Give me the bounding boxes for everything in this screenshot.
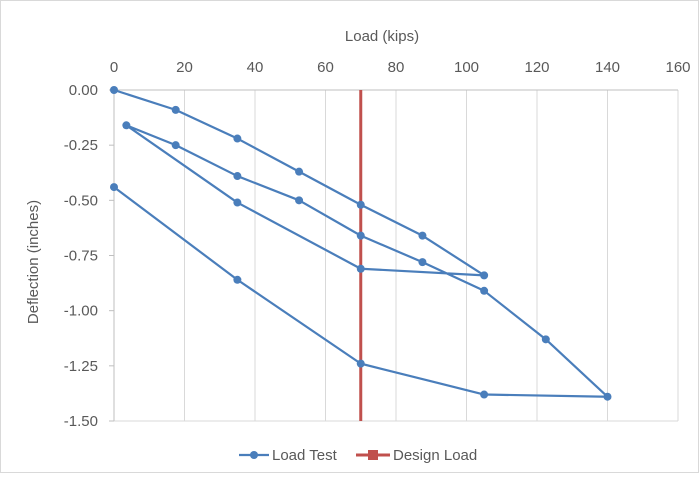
load-test-point	[295, 167, 304, 176]
load-test-point	[356, 231, 365, 240]
load-test-point	[356, 264, 365, 273]
load-test-point	[603, 392, 612, 401]
legend-load-test-label: Load Test	[272, 447, 338, 464]
load-test-point	[233, 172, 242, 181]
legend-design-load-marker	[368, 450, 378, 460]
x-tick-label: 140	[595, 59, 620, 76]
load-test-point	[122, 121, 131, 130]
x-tick-label: 120	[524, 59, 549, 76]
legend-load-test-marker	[250, 451, 258, 459]
x-tick-label: 80	[388, 59, 405, 76]
series-layer	[110, 86, 612, 421]
load-test-line	[113, 88, 609, 398]
load-test-point	[418, 231, 427, 240]
load-test-point	[110, 183, 118, 192]
load-test-point	[356, 200, 365, 209]
x-axis-title: Load (kips)	[345, 28, 419, 45]
x-tick-label: 0	[110, 59, 118, 76]
load-test-point	[480, 390, 489, 399]
load-test-point	[233, 134, 242, 143]
x-tick-label: 160	[665, 59, 690, 76]
y-tick-label: -1.50	[64, 413, 98, 430]
load-test-point	[418, 258, 427, 267]
x-tick-label: 100	[454, 59, 479, 76]
y-tick-label: -1.00	[64, 303, 98, 320]
load-test-point	[233, 198, 242, 207]
load-test-point	[356, 359, 365, 368]
load-test-point	[233, 275, 242, 284]
x-tick-label: 40	[247, 59, 264, 76]
y-axis-title: Deflection (inches)	[25, 200, 42, 324]
y-tick-label: -0.75	[64, 248, 98, 265]
legend: Load Test Design Load	[239, 447, 477, 464]
axis-layer: 0 20 40 60 80 100 120 140 160 0.00 -0.25 -0.50 -0.75…	[64, 59, 691, 430]
legend-design-load-label: Design Load	[393, 447, 477, 464]
x-tick-label: 20	[176, 59, 193, 76]
y-tick-label: 0.00	[69, 82, 98, 99]
load-test-point	[171, 105, 180, 114]
load-test-point	[110, 86, 118, 94]
y-tick-label: -1.25	[64, 358, 98, 375]
x-tick-label: 60	[317, 59, 334, 76]
y-tick-label: -0.50	[64, 192, 98, 209]
load-test-point	[295, 196, 304, 205]
load-test-point	[480, 271, 489, 280]
load-test-point	[541, 335, 550, 344]
grid-layer	[113, 90, 679, 422]
y-tick-label: -0.25	[64, 137, 98, 154]
load-test-point	[171, 141, 180, 150]
load-test-point	[480, 286, 489, 295]
